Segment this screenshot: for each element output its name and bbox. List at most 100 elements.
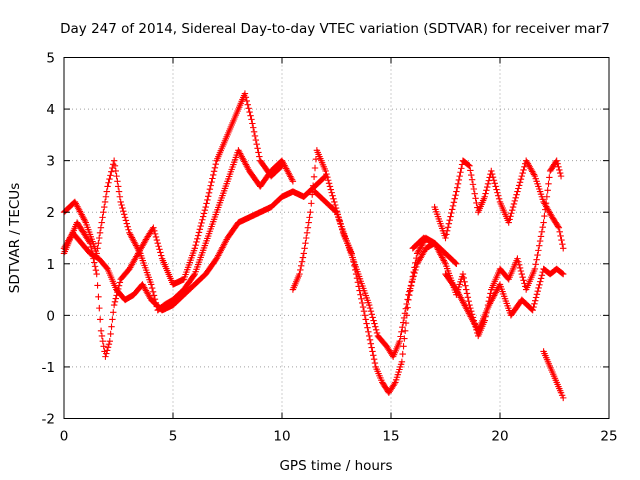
data-point-sample bbox=[397, 333, 404, 340]
data-point-sample bbox=[446, 216, 453, 224]
data-point-sample bbox=[297, 262, 305, 270]
x-tick-label: 20 bbox=[491, 429, 508, 445]
data-point-sample bbox=[200, 210, 208, 217]
data-point-sample bbox=[247, 112, 254, 119]
data-point-sample bbox=[112, 167, 119, 175]
data-point bbox=[466, 162, 473, 169]
data-point bbox=[560, 245, 567, 252]
data-point-sample bbox=[401, 327, 409, 335]
data-point-sample bbox=[369, 348, 376, 355]
data-point-sample bbox=[535, 247, 542, 254]
data-point-sample bbox=[103, 350, 110, 357]
data-point-sample bbox=[519, 273, 526, 281]
data-point-sample bbox=[124, 223, 131, 230]
data-point bbox=[405, 291, 412, 298]
data-point-sample bbox=[495, 195, 503, 203]
data-point-sample bbox=[490, 177, 498, 184]
x-axis-label: GPS time / hours bbox=[279, 458, 392, 474]
data-point-sample bbox=[408, 279, 416, 286]
data-point-sample bbox=[255, 149, 262, 156]
data-point-sample bbox=[92, 267, 100, 274]
data-point-sample bbox=[472, 195, 479, 202]
y-tick-label: -1 bbox=[42, 360, 55, 376]
data-point-sample bbox=[538, 228, 546, 236]
data-point-sample bbox=[556, 228, 563, 236]
data-point-sample bbox=[243, 97, 251, 105]
series-track-a bbox=[60, 90, 286, 360]
data-point-sample bbox=[116, 193, 124, 200]
data-point-sample bbox=[96, 229, 104, 237]
data-point-sample bbox=[536, 281, 543, 289]
data-point-sample bbox=[532, 294, 540, 301]
data-point-sample bbox=[306, 214, 313, 221]
data-point bbox=[505, 219, 512, 226]
data-point-sample bbox=[557, 232, 564, 240]
data-point-sample bbox=[112, 295, 119, 302]
data-point-sample bbox=[210, 168, 218, 175]
data-point-sample bbox=[95, 239, 102, 247]
data-point-sample bbox=[530, 171, 538, 178]
data-point-sample bbox=[516, 264, 524, 272]
data-point-sample bbox=[519, 169, 526, 177]
data-point-sample bbox=[360, 308, 368, 315]
data-point-sample bbox=[464, 294, 472, 301]
data-point-sample bbox=[151, 227, 158, 234]
data-point-sample bbox=[331, 201, 339, 209]
data-point-sample bbox=[537, 233, 545, 240]
data-point bbox=[110, 301, 118, 309]
data-point-sample bbox=[556, 169, 564, 177]
data-point-sample bbox=[111, 298, 119, 306]
y-axis-label: SDTVAR / TECUs bbox=[7, 183, 23, 293]
data-point-sample bbox=[122, 217, 130, 224]
data-point-sample bbox=[458, 165, 465, 172]
data-point-sample bbox=[149, 288, 157, 295]
data-point bbox=[296, 270, 303, 278]
x-tick-label: 15 bbox=[382, 429, 399, 445]
data-point-sample bbox=[211, 164, 219, 171]
data-point-sample bbox=[148, 284, 156, 292]
data-point-sample bbox=[538, 272, 546, 279]
data-point-sample bbox=[125, 226, 132, 233]
data-point-sample bbox=[100, 209, 107, 216]
data-point-sample bbox=[254, 145, 261, 152]
data-point-sample bbox=[245, 105, 252, 112]
data-point-sample bbox=[305, 219, 312, 226]
data-point-sample bbox=[443, 231, 450, 238]
data-point-sample bbox=[324, 173, 331, 181]
data-point-sample bbox=[199, 213, 207, 220]
data-point-sample bbox=[370, 352, 377, 359]
data-point-sample bbox=[544, 187, 551, 194]
data-point-sample bbox=[556, 166, 563, 174]
data-point-sample bbox=[102, 193, 110, 200]
data-point-sample bbox=[454, 184, 461, 191]
data-point bbox=[102, 353, 109, 360]
data-point-sample bbox=[99, 337, 107, 345]
data-point bbox=[529, 307, 536, 314]
data-point-sample bbox=[493, 186, 500, 193]
data-point-sample bbox=[155, 243, 162, 250]
data-point bbox=[540, 219, 547, 226]
data-point-sample bbox=[449, 202, 457, 210]
data-point-sample bbox=[359, 303, 367, 311]
data-point-sample bbox=[308, 200, 315, 207]
data-point-sample bbox=[94, 245, 101, 252]
data-point-sample bbox=[518, 172, 525, 180]
data-point bbox=[398, 358, 406, 365]
data-point-sample bbox=[256, 153, 263, 160]
data-point-sample bbox=[555, 163, 562, 171]
data-point-sample bbox=[368, 344, 375, 351]
data-point-sample bbox=[409, 276, 416, 283]
data-point-sample bbox=[467, 167, 474, 174]
data-point-sample bbox=[91, 259, 98, 266]
data-point-sample bbox=[533, 256, 540, 263]
data-point-sample bbox=[198, 219, 205, 227]
data-point-sample bbox=[468, 171, 475, 179]
data-point-sample bbox=[194, 235, 201, 242]
data-point-sample bbox=[489, 173, 497, 181]
data-point-sample bbox=[327, 186, 335, 193]
data-point-sample bbox=[452, 191, 459, 199]
data-point bbox=[459, 270, 467, 278]
data-point-sample bbox=[448, 209, 455, 217]
data-point-sample bbox=[107, 330, 114, 338]
data-point-sample bbox=[463, 286, 470, 293]
